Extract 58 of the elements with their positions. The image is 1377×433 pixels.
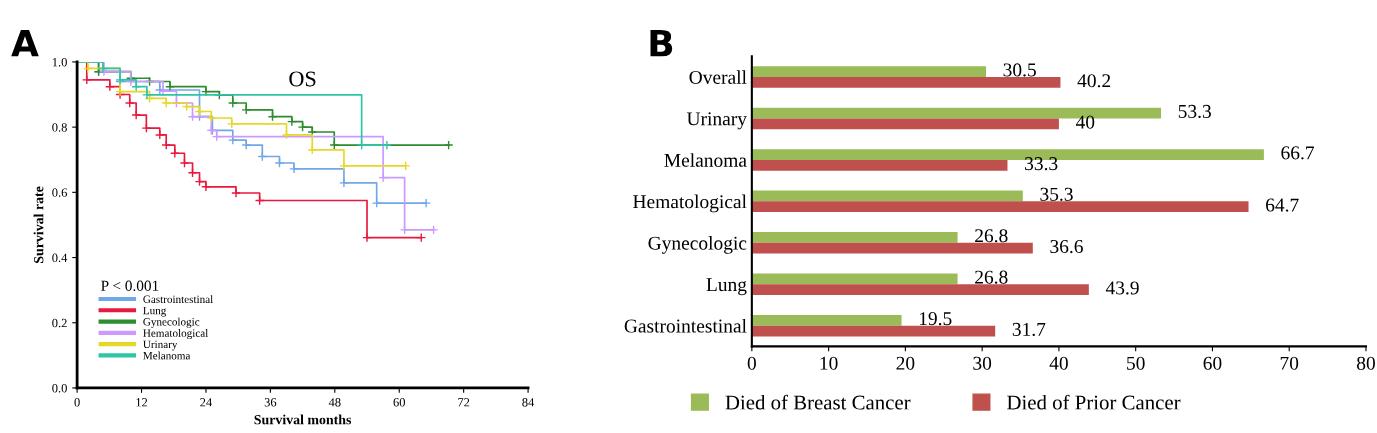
text: A	[11, 29, 39, 57]
y-tick-label: 0.0	[52, 383, 67, 393]
chart-title: OS	[289, 71, 316, 87]
x-tick-label: 40	[1049, 356, 1068, 370]
x-axis-title: Survival months	[254, 414, 352, 425]
x-tick-label: 70	[1280, 356, 1299, 370]
y-tick-label: Urinary	[686, 112, 747, 130]
text: B	[650, 29, 673, 57]
y-tick-label: Overall	[689, 70, 747, 84]
y-tick-label: 0.8	[52, 123, 67, 132]
y-tick-label: Gynecologic	[648, 236, 747, 254]
x-tick-label: 10	[820, 356, 838, 370]
x-tick-label: 80	[1357, 356, 1375, 370]
legend-label: Died of Breast Cancer	[725, 394, 911, 410]
x-tick-label: 20	[896, 356, 915, 370]
y-tick-label: 0.6	[52, 188, 68, 197]
y-axis-title: Survival rate	[33, 186, 44, 263]
data-label: 35.3	[1040, 187, 1073, 201]
x-tick-label: 30	[973, 356, 992, 370]
x-tick-label: 36	[264, 398, 277, 407]
x-tick-label: 60	[393, 398, 406, 407]
y-tick-label: 0.2	[52, 318, 67, 328]
x-tick-label: 12	[136, 398, 148, 407]
y-tick-label: 1.0	[52, 57, 67, 67]
data-label: 26.8	[975, 270, 1008, 284]
x-tick-label: 48	[328, 398, 341, 407]
data-label: 33.3	[1025, 157, 1058, 171]
data-label: 40.2	[1077, 74, 1111, 88]
data-label: 26.8	[975, 229, 1008, 243]
data-label: 40	[1075, 115, 1095, 129]
data-label: 64.7	[1266, 198, 1299, 212]
data-label: 31.7	[1012, 322, 1046, 337]
y-tick-label: Hematological	[633, 194, 747, 213]
legend-label: Gastrointestinal	[143, 295, 213, 304]
x-tick-label: 0	[74, 398, 80, 407]
y-tick-label: Gastrointestinal	[624, 318, 747, 333]
y-tick-label: Lung	[706, 278, 747, 296]
x-tick-label: 60	[1203, 356, 1222, 370]
x-tick-label: 50	[1127, 356, 1145, 370]
legend-title: P < 0.001	[101, 280, 159, 291]
legend-label: Hematological	[143, 329, 209, 340]
legend-label: Gynecologic	[143, 317, 200, 328]
x-tick-label: 24	[200, 398, 213, 407]
y-tick-label: 0.4	[52, 253, 68, 263]
legend-label: Urinary	[143, 340, 178, 351]
x-tick-label: 0	[747, 356, 756, 370]
y-tick-label: Melanoma	[664, 153, 747, 167]
data-label: 30.5	[1003, 63, 1036, 77]
x-tick-label: 72	[458, 398, 470, 407]
legend-label: Died of Prior Cancer	[1007, 394, 1181, 410]
data-label: 43.9	[1105, 281, 1139, 295]
data-label: 53.3	[1178, 104, 1211, 119]
data-label: 36.6	[1050, 239, 1083, 254]
data-label: 19.5	[919, 312, 952, 326]
legend-label: Melanoma	[143, 351, 191, 360]
legend-label: Lung	[143, 306, 167, 317]
data-label: 66.7	[1281, 146, 1315, 160]
x-tick-label: 84	[522, 398, 535, 407]
